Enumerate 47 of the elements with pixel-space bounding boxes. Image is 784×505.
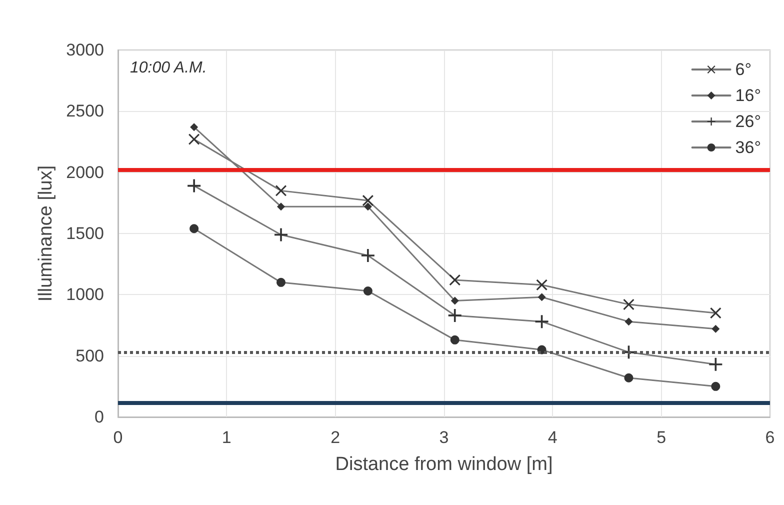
- x-axis-title: Distance from window [m]: [335, 454, 553, 475]
- legend-label: 16°: [735, 86, 762, 105]
- x-tick-label: 3: [439, 428, 449, 447]
- point: [277, 202, 285, 211]
- point: [536, 279, 548, 290]
- legend-label: 36°: [735, 138, 762, 157]
- point: [188, 134, 200, 145]
- x-tick-label: 5: [656, 428, 666, 447]
- x-tick-label: 1: [222, 428, 232, 447]
- x-tick-label: 0: [113, 428, 123, 447]
- point: [188, 179, 201, 192]
- point: [190, 224, 199, 234]
- point: [363, 286, 372, 296]
- point: [450, 296, 459, 305]
- point: [709, 358, 722, 371]
- legend-label: 26°: [735, 112, 762, 131]
- point: [624, 373, 634, 382]
- point: [450, 335, 460, 344]
- point: [535, 315, 548, 328]
- point: [364, 202, 372, 211]
- y-tick-label: 1500: [66, 224, 104, 243]
- point: [710, 308, 722, 319]
- y-tick-label: 0: [94, 408, 104, 426]
- point: [362, 194, 374, 206]
- legend-label: 6°: [735, 60, 752, 79]
- y-tick-label: 3000: [66, 40, 104, 60]
- x-tick-label: 2: [330, 428, 340, 447]
- y-tick-label: 2500: [66, 102, 104, 121]
- y-tick-label: 2000: [66, 162, 104, 182]
- point: [711, 382, 720, 391]
- y-tick-label: 1000: [66, 285, 104, 304]
- annotation: 10:00 A.M.: [130, 60, 207, 76]
- point: [190, 123, 198, 132]
- y-tick-label: 500: [76, 346, 104, 366]
- y-axis-title: Illuminance [lux]: [35, 165, 56, 302]
- point: [449, 274, 460, 286]
- x-tick-label: 4: [548, 428, 558, 447]
- point: [361, 249, 374, 262]
- point: [274, 228, 288, 242]
- point: [624, 318, 633, 326]
- point: [538, 293, 546, 302]
- point: [712, 324, 720, 333]
- point: [276, 185, 286, 196]
- point: [448, 308, 462, 322]
- point: [623, 298, 634, 310]
- x-tick-label: 6: [765, 428, 775, 447]
- point: [276, 278, 286, 287]
